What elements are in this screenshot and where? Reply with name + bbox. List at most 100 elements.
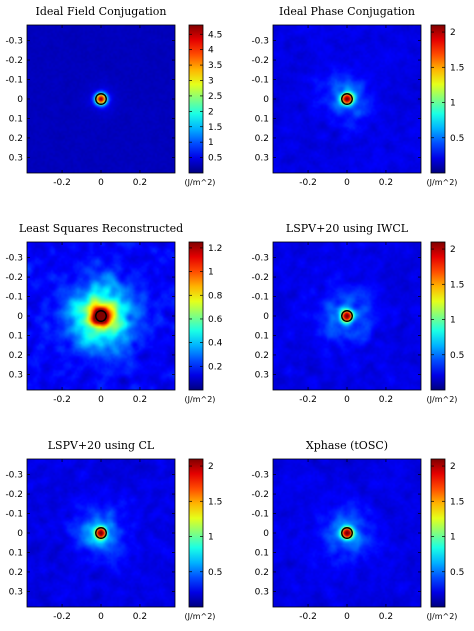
colorbar-unit-label: (J/m^2) — [185, 178, 216, 187]
y-tick-label: 0.1 — [255, 331, 269, 341]
y-tick-label: 0.2 — [9, 351, 23, 361]
x-tick-label: 0 — [344, 178, 350, 188]
colorbar — [188, 458, 204, 608]
colorbar — [188, 241, 204, 391]
colorbar-tick-label: 0.5 — [450, 134, 464, 144]
colorbar-tick-label: 2 — [450, 245, 456, 255]
y-tick-label: -0.3 — [251, 37, 269, 47]
colorbar-unit-label: (J/m^2) — [427, 178, 458, 187]
x-tick-label: 0 — [98, 178, 104, 188]
x-tick-label: 0 — [98, 612, 104, 622]
y-tick-label: -0.2 — [251, 56, 269, 66]
y-tick-label: -0.3 — [251, 254, 269, 264]
heatmap-image — [273, 25, 421, 173]
y-tick-label: 0.1 — [9, 548, 23, 558]
colorbar-tick-label: 0.5 — [208, 154, 222, 164]
y-tick-label: -0.1 — [251, 293, 269, 303]
x-tick-label: 0 — [344, 395, 350, 405]
panel-title: Xphase (tOSC) — [306, 439, 388, 452]
heatmap-image — [273, 459, 421, 607]
colorbar-tick-label: 1.5 — [450, 280, 464, 290]
colorbar-tick-label: 1 — [450, 316, 456, 326]
panel-title: Ideal Field Conjugation — [35, 5, 166, 18]
y-tick-label: 0.2 — [255, 568, 269, 578]
y-tick-label: -0.1 — [251, 510, 269, 520]
colorbar-tick-label: 1.5 — [450, 497, 464, 507]
heatmap-panel: Ideal Phase Conjugation -0.2 0 0.2 -0.3 -0.2 -… — [251, 5, 464, 188]
colorbar-tick-label: 1 — [450, 533, 456, 543]
y-tick-label: 0.2 — [9, 568, 23, 578]
colorbar-tick-label: 0.5 — [208, 568, 222, 578]
y-tick-label: -0.2 — [251, 490, 269, 500]
x-tick-label: 0 — [98, 395, 104, 405]
y-tick-label: -0.2 — [5, 490, 23, 500]
heatmap-panel: LSPV+20 using IWCL -0.2 0 0.2 -0.3 -0.2 -0.1 0 0… — [251, 222, 464, 405]
y-tick-label: -0.3 — [5, 37, 23, 47]
y-tick-label: 0.2 — [255, 351, 269, 361]
colorbar — [430, 241, 446, 391]
y-tick-label: -0.1 — [251, 76, 269, 86]
panel-title: LSPV+20 using IWCL — [286, 222, 409, 235]
y-tick-label: -0.2 — [251, 273, 269, 283]
y-tick-label: 0.3 — [255, 587, 269, 597]
colorbar-tick-label: 2.5 — [208, 92, 222, 102]
y-tick-label: -0.2 — [5, 56, 23, 66]
y-tick-label: -0.3 — [251, 471, 269, 481]
y-tick-label: 0.1 — [255, 548, 269, 558]
heatmap-image — [27, 25, 175, 173]
heatmap-panel: LSPV+20 using CL -0.2 0 0.2 -0.3 -0.2 -0.1 0 0.1… — [5, 439, 222, 622]
target-circle — [341, 527, 353, 539]
colorbar-tick-label: 1 — [208, 268, 214, 278]
target-circle — [95, 310, 107, 322]
y-tick-label: 0 — [17, 312, 23, 322]
heatmap-panel: Least Squares Reconstructed -0.2 0 0.2 -0.3 -… — [5, 222, 222, 405]
y-tick-label: -0.1 — [5, 293, 23, 303]
colorbar-tick-label: 1 — [450, 99, 456, 109]
x-tick-label: 0.2 — [379, 395, 393, 405]
colorbar-tick-label: 3.5 — [208, 61, 222, 71]
y-tick-label: -0.1 — [5, 510, 23, 520]
colorbar-unit-label: (J/m^2) — [185, 395, 216, 404]
colorbar-tick-label: 2 — [208, 462, 214, 472]
colorbar-tick-label: 0.6 — [208, 315, 223, 325]
panel-title: LSPV+20 using CL — [48, 439, 155, 452]
colorbar-tick-label: 0.5 — [450, 351, 464, 361]
x-tick-label: -0.2 — [53, 178, 71, 188]
colorbar-tick-label: 4 — [208, 46, 214, 56]
colorbar-tick-label: 1.2 — [208, 244, 222, 254]
colorbar-tick-label: 1 — [208, 533, 214, 543]
colorbar-tick-label: 2 — [450, 462, 456, 472]
heatmap-image — [27, 459, 175, 607]
panel-title: Least Squares Reconstructed — [19, 222, 183, 235]
heatmap-image — [27, 242, 175, 390]
target-circle — [95, 527, 107, 539]
heatmap-image — [273, 242, 421, 390]
y-tick-label: -0.2 — [5, 273, 23, 283]
x-tick-label: -0.2 — [53, 395, 71, 405]
colorbar-tick-label: 0.2 — [208, 362, 222, 372]
y-tick-label: 0.3 — [255, 153, 269, 163]
y-tick-label: -0.1 — [5, 76, 23, 86]
x-tick-label: -0.2 — [53, 612, 71, 622]
colorbar-tick-label: 0.5 — [450, 568, 464, 578]
y-tick-label: 0.3 — [9, 153, 23, 163]
colorbar-tick-label: 2 — [450, 28, 456, 38]
y-tick-label: 0 — [263, 312, 269, 322]
y-tick-label: 0.3 — [9, 370, 23, 380]
x-tick-label: 0.2 — [379, 178, 393, 188]
colorbar-unit-label: (J/m^2) — [427, 395, 458, 404]
y-tick-label: 0 — [17, 529, 23, 539]
y-tick-label: 0.1 — [9, 331, 23, 341]
colorbar-tick-label: 4.5 — [208, 30, 222, 40]
x-tick-label: -0.2 — [299, 395, 317, 405]
target-circle — [341, 310, 353, 322]
y-tick-label: 0.3 — [255, 370, 269, 380]
y-tick-label: 0.3 — [9, 587, 23, 597]
x-tick-label: -0.2 — [299, 612, 317, 622]
y-tick-label: 0.2 — [255, 134, 269, 144]
colorbar-unit-label: (J/m^2) — [185, 612, 216, 621]
colorbar-unit-label: (J/m^2) — [427, 612, 458, 621]
y-tick-label: 0 — [263, 95, 269, 105]
x-tick-label: 0.2 — [133, 178, 147, 188]
